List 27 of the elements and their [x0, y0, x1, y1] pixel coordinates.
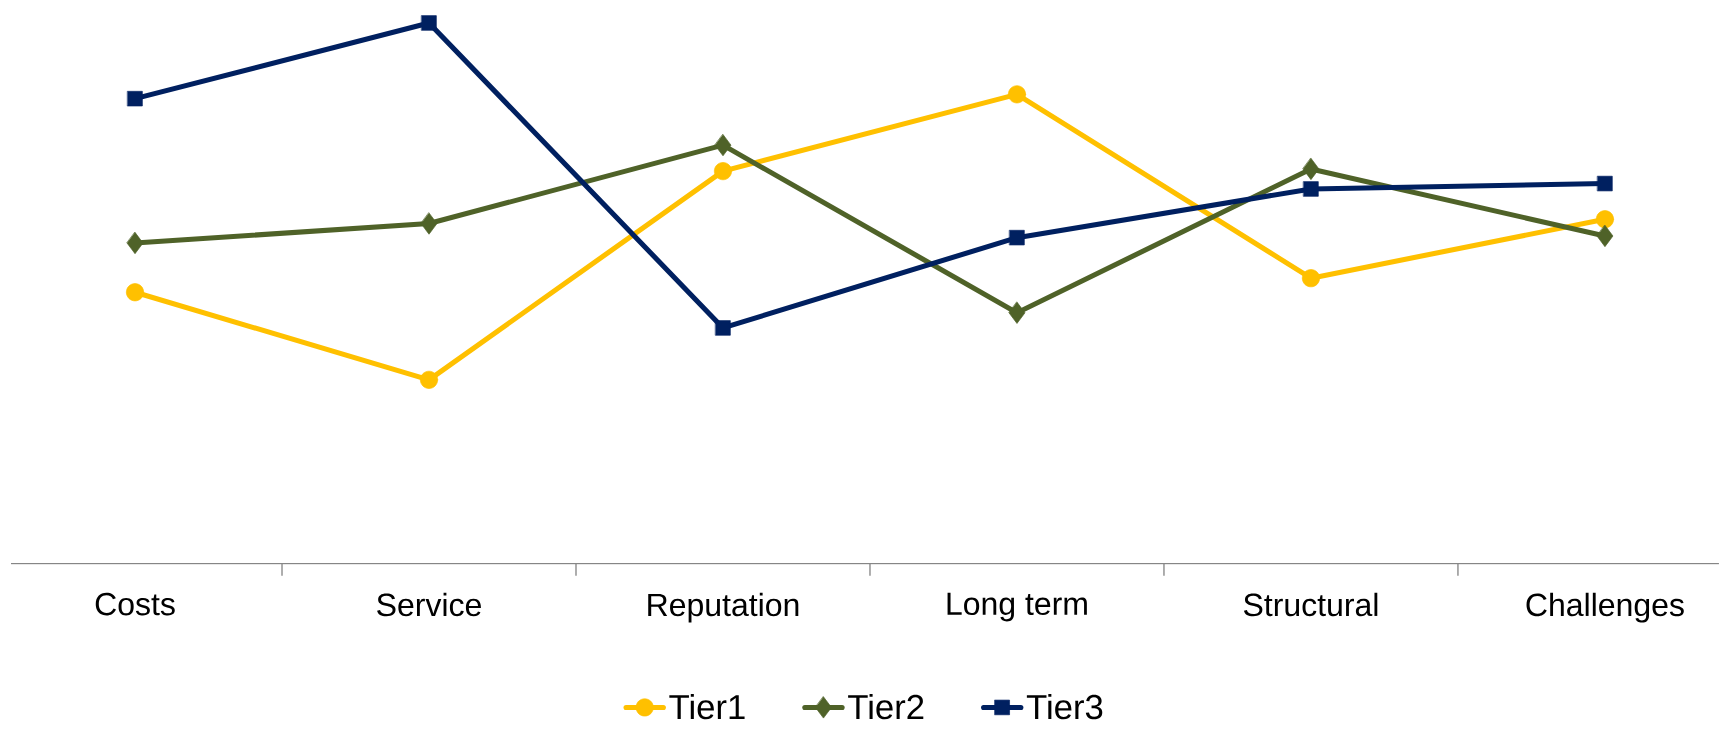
- point: [713, 162, 732, 181]
- legend-label: Tier3: [1026, 693, 1103, 720]
- point: [1007, 85, 1026, 104]
- x-tick-label: Structural: [1243, 592, 1378, 617]
- point: [1008, 301, 1026, 324]
- point: [1595, 210, 1614, 229]
- legend-label: Tier1: [669, 693, 745, 720]
- point: [1597, 175, 1613, 192]
- x-tick-label: Service: [377, 592, 481, 617]
- x-tick-label: Reputation: [648, 592, 799, 623]
- legend-label: Tier2: [848, 693, 924, 720]
- point: [127, 90, 143, 107]
- point: [715, 320, 731, 336]
- point: [1303, 181, 1319, 197]
- point: [1302, 157, 1320, 180]
- point: [1596, 225, 1614, 248]
- point: [1009, 229, 1025, 246]
- x-tick-label: Long term: [947, 592, 1087, 622]
- point: [714, 134, 732, 157]
- point: [421, 15, 437, 31]
- point: [126, 232, 144, 255]
- point: [1301, 269, 1320, 288]
- x-tick-label: Costs: [95, 592, 175, 616]
- point: [420, 212, 438, 235]
- x-tick-label: Challenges: [1526, 592, 1684, 623]
- point: [419, 370, 439, 389]
- point: [126, 283, 145, 302]
